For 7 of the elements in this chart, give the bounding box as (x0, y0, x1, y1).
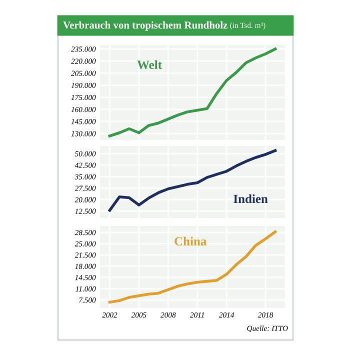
line-series (108, 48, 277, 138)
chart-title: Verbrauch von tropischem Rundholz (63, 21, 228, 31)
line-series (108, 149, 277, 212)
line-series (108, 230, 277, 304)
text: Welt (137, 60, 162, 70)
text: China (174, 236, 206, 246)
series-label: Indien (234, 194, 268, 204)
